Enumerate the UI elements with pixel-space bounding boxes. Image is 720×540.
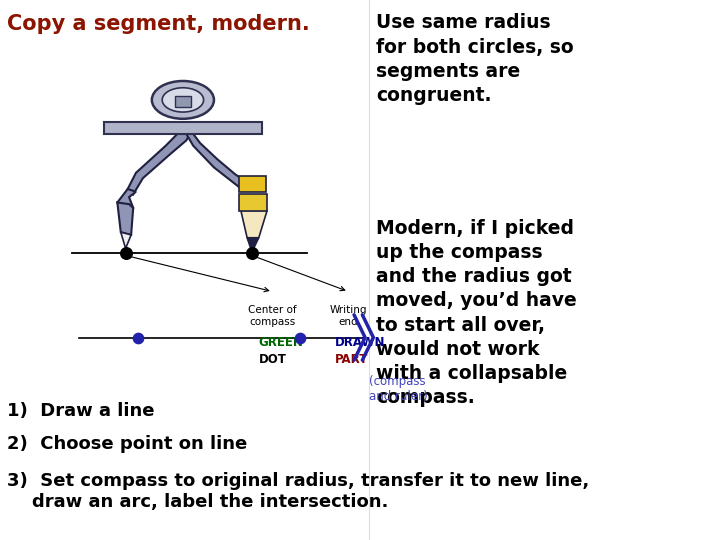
- Text: Modern, if I picked
up the compass
and the radius got
moved, you’d have
to start: Modern, if I picked up the compass and t…: [376, 219, 577, 408]
- Text: Use same radius
for both circles, so
segments are
congruent.: Use same radius for both circles, so seg…: [376, 14, 574, 105]
- Point: [246, 248, 258, 257]
- Text: (compass
and ruler): (compass and ruler): [369, 375, 428, 403]
- Text: DRAWN: DRAWN: [335, 336, 385, 349]
- Text: Writing
end: Writing end: [330, 305, 367, 327]
- Text: Center of
compass: Center of compass: [248, 305, 297, 327]
- Text: 1)  Draw a line: 1) Draw a line: [7, 402, 154, 420]
- Polygon shape: [241, 211, 267, 248]
- Point: [294, 333, 306, 342]
- Polygon shape: [247, 238, 258, 253]
- FancyBboxPatch shape: [240, 176, 266, 192]
- Text: 2)  Choose point on line: 2) Choose point on line: [7, 435, 247, 453]
- Polygon shape: [127, 134, 190, 194]
- Ellipse shape: [162, 87, 204, 112]
- Text: Copy a segment, modern.: Copy a segment, modern.: [7, 14, 310, 33]
- FancyBboxPatch shape: [175, 96, 192, 107]
- FancyBboxPatch shape: [104, 122, 262, 134]
- Point: [120, 248, 131, 257]
- FancyBboxPatch shape: [240, 194, 267, 211]
- Point: [132, 333, 144, 342]
- Ellipse shape: [152, 81, 214, 119]
- Polygon shape: [121, 232, 131, 248]
- Polygon shape: [186, 134, 248, 189]
- Text: PART: PART: [335, 353, 368, 366]
- Text: GREEN: GREEN: [258, 336, 304, 349]
- Polygon shape: [117, 202, 133, 235]
- Polygon shape: [117, 189, 136, 213]
- Text: DOT: DOT: [258, 353, 287, 366]
- Text: 3)  Set compass to original radius, transfer it to new line,
    draw an arc, la: 3) Set compass to original radius, trans…: [7, 472, 589, 511]
